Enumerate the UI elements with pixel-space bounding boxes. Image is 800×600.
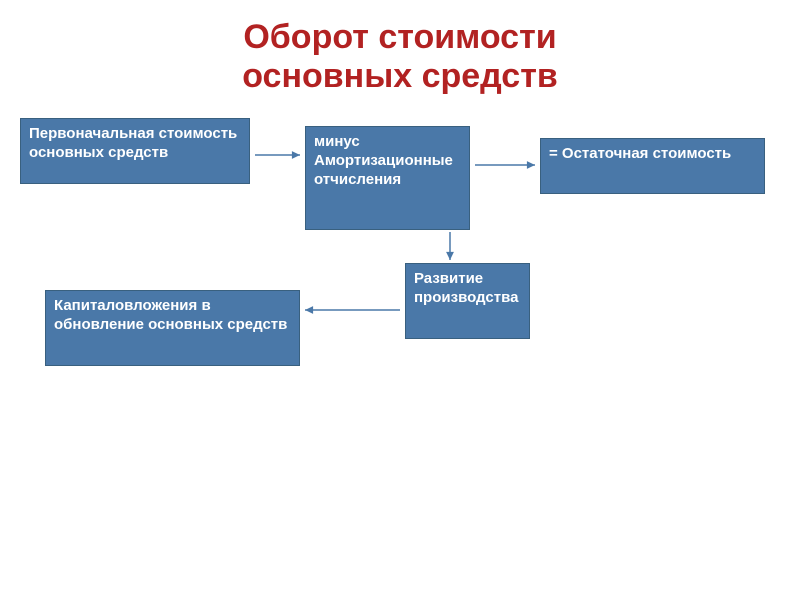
page-title: Оборот стоимости основных средств	[0, 18, 800, 96]
title-line-2: основных средств	[242, 57, 558, 95]
node-label: минус Амортизационные отчисления	[314, 133, 453, 188]
node-label: Первоначальная стоимость основных средст…	[29, 125, 237, 161]
node-capital-investment: Капиталовложения в обновление основных с…	[45, 290, 300, 366]
title-line-1: Оборот стоимости	[243, 18, 556, 56]
node-production-dev: Развитие производства	[405, 263, 530, 339]
node-label: = Остаточная стоимость	[549, 145, 731, 162]
node-residual-value: = Остаточная стоимость	[540, 138, 765, 194]
node-label: Развитие производства	[414, 270, 518, 306]
node-amortization: минус Амортизационные отчисления	[305, 126, 470, 230]
node-initial-cost: Первоначальная стоимость основных средст…	[20, 118, 250, 184]
node-label: Капиталовложения в обновление основных с…	[54, 297, 287, 333]
